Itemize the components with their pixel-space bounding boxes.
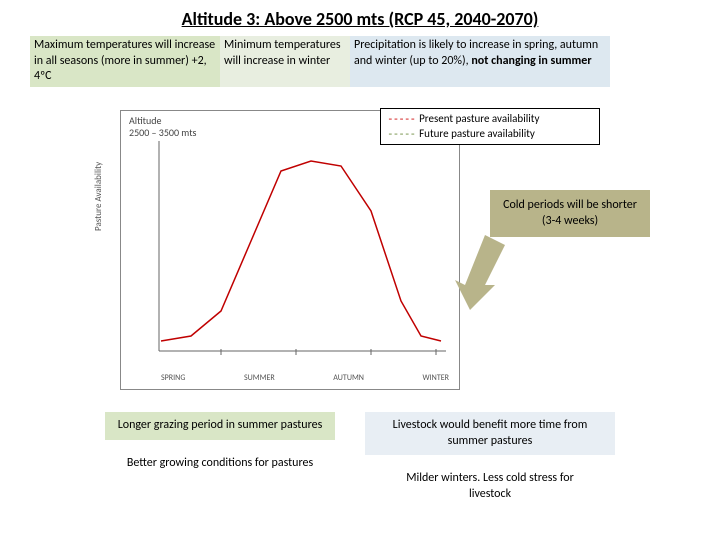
legend-present-label: Present pasture availability [419, 111, 539, 126]
arrow-icon [440, 230, 510, 310]
season-spring: SPRING [161, 373, 185, 383]
growing-box: Better growing conditions for pastures [105, 450, 335, 478]
pasture-chart: Altitude 2500 – 3500 mts Pasture Availab… [120, 110, 460, 390]
bottom-row: Longer grazing period in summer pastures… [0, 412, 720, 508]
top-box-row: Maximum temperatures will increase in al… [0, 36, 720, 87]
legend-future-label: Future pasture availability [419, 126, 535, 141]
season-winter: WINTER [423, 373, 449, 383]
bottom-right-col: Livestock would benefit more time from s… [365, 412, 615, 508]
season-autumn: AUTUMN [333, 373, 364, 383]
cold-periods-callout: Cold periods will be shorter (3-4 weeks) [490, 190, 650, 237]
precip-box: Precipitation is likely to increase in s… [350, 36, 610, 87]
x-axis-labels: SPRING SUMMER AUTUMN WINTER [161, 373, 449, 383]
min-temp-box: Minimum temperatures will increase in wi… [220, 36, 350, 87]
winters-box: Milder winters. Less cold stress for liv… [375, 465, 605, 508]
bottom-left-col: Longer grazing period in summer pastures… [105, 412, 335, 508]
livestock-box: Livestock would benefit more time from s… [365, 412, 615, 455]
chart-svg [121, 111, 461, 391]
grazing-box: Longer grazing period in summer pastures [105, 412, 335, 440]
chart-subtitle: Altitude 2500 – 3500 mts [129, 115, 196, 139]
legend-dash-red: ----- [387, 111, 415, 126]
legend-future: ----- Future pasture availability [387, 126, 593, 141]
legend: ----- Present pasture availability -----… [380, 108, 600, 145]
arrow-shape [455, 235, 505, 310]
page-title: Altitude 3: Above 2500 mts (RCP 45, 2040… [0, 0, 720, 36]
legend-dash-green: ----- [387, 126, 415, 141]
precip-bold: not changing in summer [471, 54, 591, 68]
chart-sub-l2: 2500 – 3500 mts [129, 126, 196, 139]
legend-present: ----- Present pasture availability [387, 111, 593, 126]
present-curve [161, 161, 441, 341]
max-temp-box: Maximum temperatures will increase in al… [30, 36, 220, 87]
season-summer: SUMMER [244, 373, 275, 383]
y-axis-label: Pasture Availability [93, 162, 104, 231]
